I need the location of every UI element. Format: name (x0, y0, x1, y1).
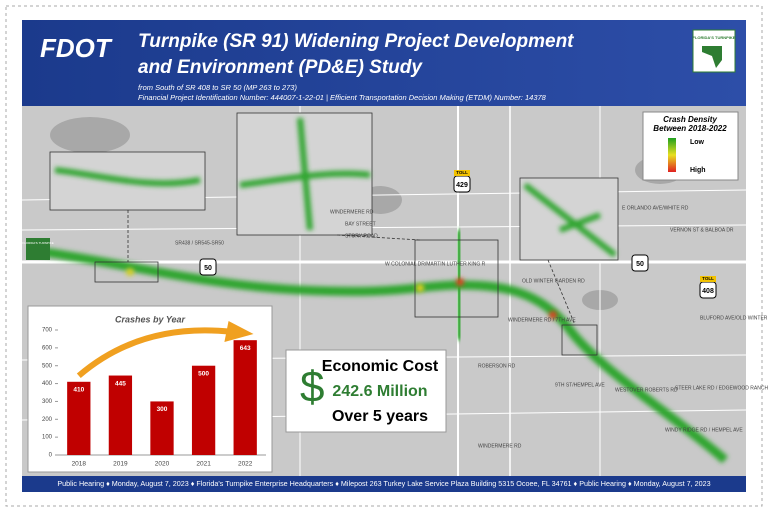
cost-amount: 242.6 Million (332, 383, 427, 400)
cost-box (285, 349, 447, 433)
toll-tag (454, 170, 470, 176)
border (5, 5, 763, 507)
y-tick-label: 300 (42, 399, 53, 405)
value-label: 445 (115, 380, 126, 387)
y-tick-label: 500 (42, 363, 53, 369)
map-label: OLD WINTER GARDEN RD (522, 278, 585, 284)
shield-text: 429 (456, 182, 468, 189)
x-tick-label: 2020 (155, 461, 170, 468)
inset-density (54, 117, 617, 258)
map-label: WESTOVER ROBERTS RD (615, 387, 678, 393)
shield-text: 50 (636, 261, 644, 268)
badge-text: FLORIDA'S TURNPIKE (693, 35, 736, 40)
badge-icon (702, 46, 722, 68)
value-label: 500 (198, 370, 209, 377)
legend-high: High (690, 167, 706, 174)
legend-ramp (668, 138, 676, 172)
map-label: WINDERMERE RD / 7TH AVE (508, 317, 576, 323)
map-label: VERNON ST & BALBOA DR (670, 227, 734, 233)
map-badge-text: FLORIDA'S TURNPIKE (22, 241, 54, 245)
title: Turnpike (SR 91) Widening Project Develo… (138, 31, 574, 52)
bar (108, 375, 133, 455)
trend-arrowhead (224, 321, 254, 342)
x-tick-label: 2021 (196, 461, 211, 468)
value-label: 300 (157, 406, 168, 413)
bar (233, 340, 257, 455)
x-tick-label: 2022 (238, 461, 253, 468)
map-label: 9TH ST/HEMPEL AVE (555, 382, 605, 388)
value-label: 410 (73, 387, 84, 394)
bar (191, 365, 216, 455)
map-label: STEER LAKE RD / EDGEWOOD RANCH RD (675, 385, 768, 391)
cost-period: Over 5 years (332, 408, 428, 425)
logo: FDOT (40, 33, 113, 63)
footer (22, 476, 746, 492)
subtitle: Financial Project Identification Number:… (138, 93, 547, 102)
legend (642, 111, 739, 181)
hotspots (126, 268, 557, 319)
shield-text: 408 (702, 288, 714, 295)
shield (631, 254, 649, 272)
y-tick-label: 400 (42, 381, 53, 387)
subtitle: from South of SR 408 to SR 50 (MP 263 to… (138, 83, 297, 92)
map-label: WINDY RIDGE RD / HEMPEL AVE (665, 427, 743, 433)
footer-text: Public Hearing ♦ Monday, August 7, 2023 … (57, 479, 710, 488)
bar (67, 381, 91, 455)
y-tick-label: 200 (42, 417, 53, 423)
map-label: WINDERMERE RD (478, 443, 522, 449)
map-label: W COLONIAL DR/MARTIN LUTHER KING R (385, 261, 486, 267)
y-tick-label: 100 (42, 435, 53, 441)
value-label: 643 (240, 345, 251, 352)
cost-heading: Economic Cost (322, 358, 439, 375)
trend-arrow (76, 327, 234, 379)
bar (150, 401, 174, 455)
map-label: BAY STREET (345, 221, 376, 227)
map-label: WINDERMERE RD (330, 209, 374, 215)
y-tick-label: 0 (49, 453, 53, 459)
toll-tag (700, 276, 716, 282)
shield (199, 258, 217, 276)
x-tick-label: 2019 (113, 461, 128, 468)
toll-text: TOLL (702, 276, 714, 281)
legend-title: Crash Density Between 2018-2022 (653, 115, 727, 133)
map-label: SR438 / SR545-SR50 (175, 240, 224, 246)
y-tick-label: 700 (42, 328, 53, 334)
map-badge (26, 238, 50, 260)
chart-title: Crashes by Year (115, 314, 186, 324)
y-tick-label: 600 (42, 345, 53, 351)
title: and Environment (PD&E) Study (138, 57, 423, 78)
x-tick-label: 2018 (72, 461, 87, 468)
map-label: ROBERSON RD (478, 363, 516, 369)
legend-low: Low (690, 139, 705, 146)
toll-text: TOLL (456, 170, 468, 175)
shield-text: 50 (204, 265, 212, 272)
map-label: BLUFORD AVE/OLD WINTER GARDEN RD (700, 315, 768, 321)
header (22, 20, 746, 106)
map-label: STORY ROAD (345, 233, 378, 239)
map-label: E ORLANDO AVE/WHITE RD (622, 205, 689, 211)
dollar-sign: $ (300, 363, 324, 412)
crash-corridor (29, 245, 728, 464)
